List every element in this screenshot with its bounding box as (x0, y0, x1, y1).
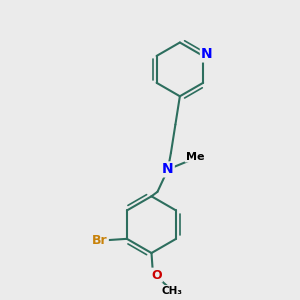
Text: O: O (151, 268, 162, 282)
Text: Me: Me (185, 152, 204, 162)
Text: N: N (162, 162, 174, 176)
Text: N: N (201, 47, 212, 61)
Text: CH₃: CH₃ (161, 286, 182, 296)
Text: Br: Br (92, 234, 108, 247)
